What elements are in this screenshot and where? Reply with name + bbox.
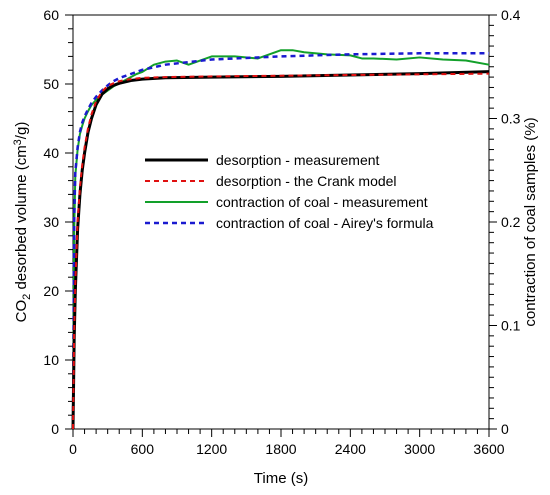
y-left-tick-label: 30 xyxy=(43,214,59,230)
y-right-tick-label: 0.1 xyxy=(501,318,521,334)
x-tick-label: 600 xyxy=(131,441,155,457)
y-left-tick-label: 40 xyxy=(43,145,59,161)
y-axis-right-title: contraction of coal samples (%) xyxy=(522,117,539,326)
plot-area xyxy=(72,14,490,430)
x-tick-label: 1800 xyxy=(265,441,296,457)
legend-label: desorption - measurement xyxy=(216,152,380,168)
y-right-tick-label: 0.2 xyxy=(501,214,521,230)
legend-label: desorption - the Crank model xyxy=(216,173,397,189)
x-tick-label: 3600 xyxy=(473,441,504,457)
y-left-tick-label: 0 xyxy=(51,421,59,437)
y-axis-left-title: CO2 desorbed volume (cm3/g) xyxy=(12,122,33,323)
x-tick-label: 3000 xyxy=(404,441,435,457)
legend-label: contraction of coal - measurement xyxy=(216,194,428,210)
legend-label: contraction of coal - Airey's formula xyxy=(216,215,434,231)
x-tick-label: 1200 xyxy=(196,441,227,457)
y-left-tick-label: 60 xyxy=(43,7,59,23)
ticks-layer: 0 600 1200 1800 2400 3000 3600010203040506000.… xyxy=(43,7,520,457)
legend: desorption - measurement desorption - the… xyxy=(145,152,434,231)
x-axis-title: Time (s) xyxy=(254,470,308,487)
series-line-3 xyxy=(71,52,489,430)
y-right-tick-label: 0 xyxy=(501,421,509,437)
y-left-tick-label: 20 xyxy=(43,283,59,299)
series-line-2 xyxy=(72,49,490,430)
y-left-tick-label: 10 xyxy=(43,352,59,368)
series-line-1 xyxy=(72,72,490,430)
series-layer xyxy=(71,49,490,430)
x-tick-label: 2400 xyxy=(335,441,366,457)
y-right-tick-label: 0.3 xyxy=(501,111,521,127)
y-left-tick-label: 50 xyxy=(43,76,59,92)
y-right-tick-label: 0.4 xyxy=(501,7,521,23)
x-tick-label: 0 xyxy=(69,441,77,457)
